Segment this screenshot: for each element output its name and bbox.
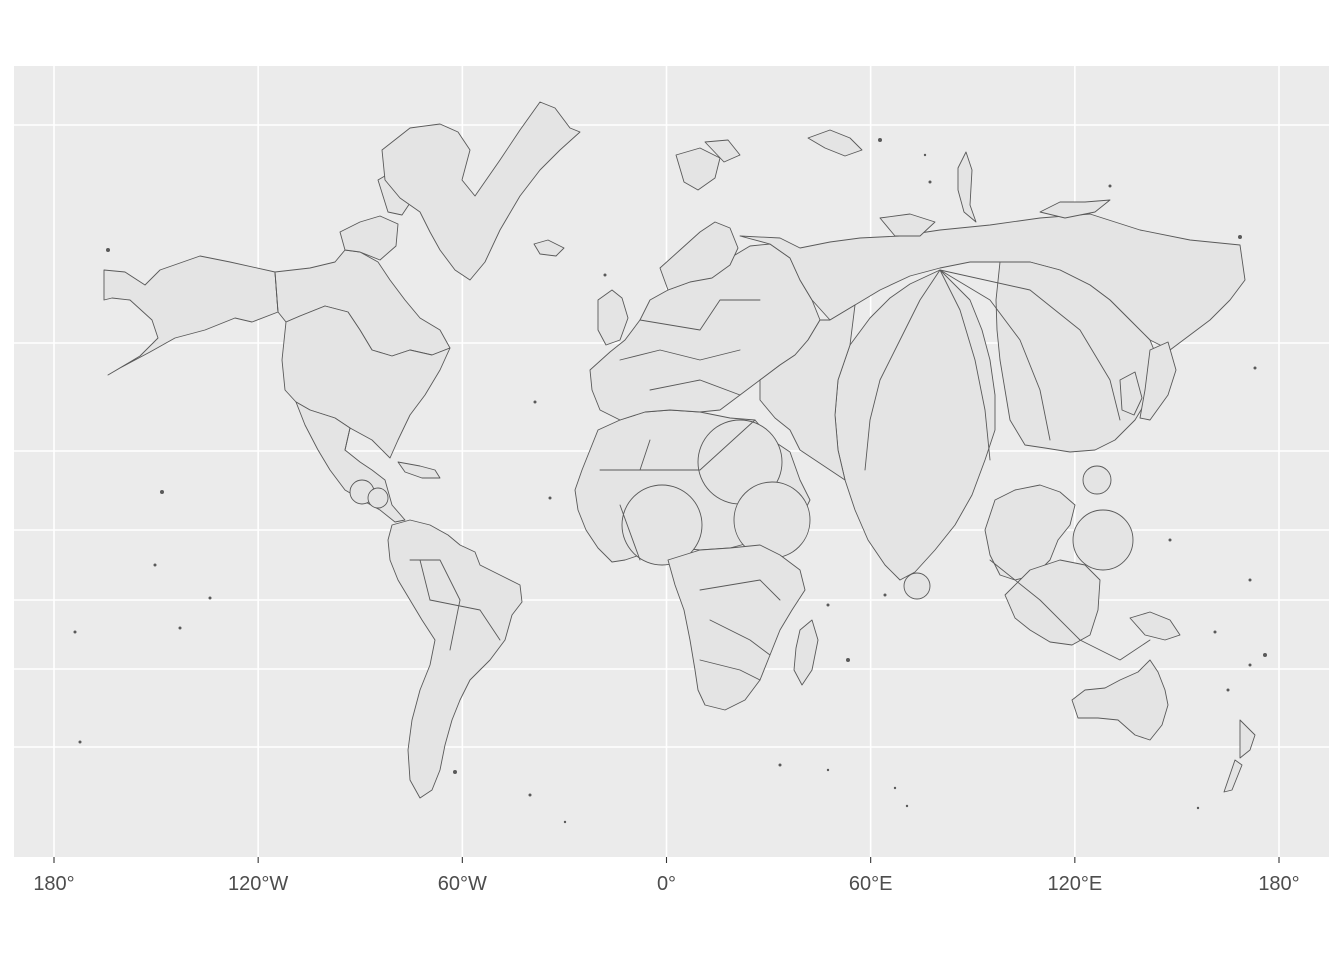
- border-line: [409, 559, 461, 651]
- island: [548, 496, 552, 500]
- landmass-russian-islands: [879, 213, 936, 237]
- landmass-greenland: [381, 101, 581, 281]
- border-line: [274, 271, 279, 313]
- landmass-korea: [1119, 371, 1143, 416]
- landmass-caribbean: [397, 461, 441, 479]
- x-tick-label: 60°W: [438, 873, 487, 895]
- island: [928, 180, 932, 184]
- island: [1168, 538, 1172, 542]
- border-line: [699, 659, 761, 681]
- island: [1213, 630, 1217, 634]
- landmass-south-america: [387, 519, 523, 799]
- island: [878, 138, 882, 142]
- landmass-iceland: [533, 239, 565, 257]
- landmass-nigeria-circle: [621, 484, 703, 566]
- landmass-southern-africa: [667, 544, 806, 711]
- x-tick-label: 180°: [1258, 873, 1299, 895]
- island: [1226, 688, 1230, 692]
- island: [533, 400, 537, 404]
- island: [153, 563, 157, 567]
- island: [73, 630, 77, 634]
- border-line: [864, 269, 941, 471]
- landmass-new-zealand: [1223, 759, 1243, 793]
- landmass-svalbard: [675, 147, 721, 191]
- x-tick-label: 180°: [33, 873, 74, 895]
- x-axis-labels: 180° 120°W 60°W 0° 60°E 120°E 180°: [33, 873, 1299, 895]
- border-line: [619, 349, 741, 361]
- landmass-europe: [589, 243, 821, 421]
- island: [106, 248, 110, 252]
- island: [905, 804, 909, 808]
- landmass-new-guinea: [1129, 611, 1181, 641]
- landmass-china: [995, 261, 1161, 453]
- border-line: [709, 619, 771, 656]
- border-line: [344, 427, 351, 451]
- country-borders: [274, 269, 1151, 681]
- island: [160, 490, 164, 494]
- x-axis-ticks: [53, 857, 1280, 863]
- landmass-taiwan-circle: [1082, 465, 1112, 495]
- island: [178, 626, 182, 630]
- landmass-alaska: [103, 255, 279, 376]
- border-line: [599, 439, 651, 471]
- border-line: [429, 599, 501, 641]
- border-line: [989, 559, 1151, 661]
- border-line: [639, 419, 756, 471]
- border-line: [619, 504, 641, 561]
- border-line: [699, 579, 781, 601]
- island: [1263, 653, 1267, 657]
- x-tick-label: 0°: [657, 873, 676, 895]
- island: [208, 596, 212, 600]
- island: [563, 820, 567, 824]
- landmass-sri-lanka: [903, 572, 931, 600]
- island: [528, 793, 532, 797]
- island: [1248, 578, 1252, 582]
- island: [603, 273, 607, 277]
- landmass-madagascar: [793, 619, 819, 686]
- small-islands: [73, 138, 1267, 824]
- island: [78, 740, 82, 744]
- island: [826, 768, 830, 772]
- border-line: [639, 299, 761, 331]
- island: [778, 763, 782, 767]
- landmass-middle-east: [759, 304, 856, 481]
- landmasses: [103, 101, 1256, 799]
- landmass-japan: [1139, 341, 1177, 421]
- landmass-new-zealand: [1239, 719, 1256, 759]
- border-line: [939, 269, 991, 461]
- island: [453, 770, 457, 774]
- x-tick-label: 60°E: [849, 873, 893, 895]
- landmass-arctic-islands: [339, 215, 399, 261]
- border-line: [939, 269, 1121, 421]
- landmass-philippines-circle: [1072, 509, 1134, 571]
- island: [826, 603, 830, 607]
- island: [846, 658, 850, 662]
- landmass-australia: [1071, 659, 1169, 741]
- border-line: [649, 379, 741, 396]
- island: [923, 153, 927, 157]
- landmass-franz-josef: [807, 129, 863, 157]
- island: [1196, 806, 1200, 810]
- landmass-scandinavia: [659, 221, 739, 291]
- island: [893, 786, 897, 790]
- x-tick-label: 120°E: [1047, 873, 1102, 895]
- border-line: [939, 269, 1051, 441]
- island: [883, 593, 887, 597]
- landmass-indonesia: [1004, 559, 1101, 646]
- island: [1248, 663, 1252, 667]
- border-line: [419, 559, 431, 601]
- landmass-novaya-zemlya: [957, 151, 977, 223]
- island: [1108, 184, 1112, 188]
- x-tick-label: 120°W: [228, 873, 288, 895]
- landmass-southeast-asia: [984, 484, 1076, 581]
- island: [1238, 235, 1242, 239]
- landmass-svalbard: [704, 139, 741, 163]
- island: [1253, 366, 1257, 370]
- landmass-uk: [597, 289, 629, 346]
- landmass-siberian-islands: [1039, 199, 1111, 219]
- landmass-central-america-circle: [367, 487, 389, 509]
